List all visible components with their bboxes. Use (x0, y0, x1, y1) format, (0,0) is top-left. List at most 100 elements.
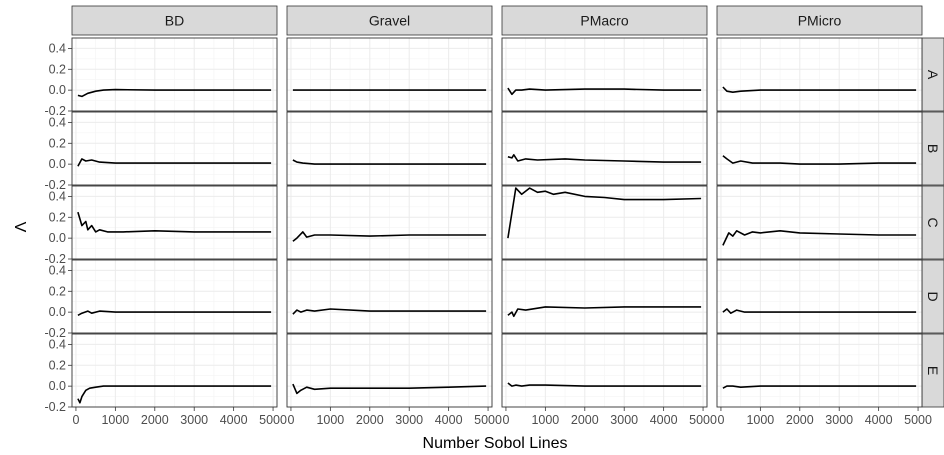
panel-border (286, 37, 493, 112)
x-tick-label: 2000 (571, 413, 599, 427)
series-line (507, 187, 702, 239)
y-tick-label: 0.0 (49, 83, 66, 97)
strip-label-pmacro: PMacro (580, 13, 628, 29)
series-line (292, 383, 487, 395)
strip-col-pmicro (716, 5, 923, 36)
x-tick-label: 3000 (395, 413, 423, 427)
strip-label-row-c: C (925, 217, 941, 227)
series-line (77, 385, 272, 404)
panel-a-gravel (286, 37, 493, 112)
y-tick-label: -0.2 (44, 104, 66, 118)
panel-a-bd (71, 37, 278, 112)
x-tick-label: 4000 (435, 413, 463, 427)
strip-label-bd: BD (165, 13, 184, 29)
strip-col-gravel (286, 5, 493, 36)
panel-border (716, 37, 923, 112)
x-tick-label: 0 (287, 413, 294, 427)
panel-a-pmacro (501, 37, 708, 112)
panel-a-pmicro (716, 37, 923, 112)
x-tick-label: 0 (717, 413, 724, 427)
y-tick-label: 0.2 (49, 62, 66, 76)
series-line (77, 310, 272, 317)
panel-border (501, 259, 708, 334)
series-line (722, 308, 917, 315)
y-tick-label: 0.2 (49, 284, 66, 298)
y-tick-label: 0.0 (49, 231, 66, 245)
panel-e-gravel (286, 333, 493, 408)
y-tick-label: 0.4 (49, 189, 66, 203)
y-tick-label: 0.4 (49, 41, 66, 55)
y-tick-label: -0.2 (44, 326, 66, 340)
x-tick-label: 2000 (786, 413, 814, 427)
panel-border (71, 259, 278, 334)
x-tick-label: 3000 (610, 413, 638, 427)
series-line (507, 154, 702, 163)
panel-d-pmicro (716, 259, 923, 334)
x-tick-label: 5000 (904, 413, 932, 427)
panel-border (716, 259, 923, 334)
strip-label-row-a: A (925, 70, 941, 80)
panel-e-pmicro (716, 333, 923, 408)
panel-border (716, 185, 923, 260)
panel-border (716, 333, 923, 408)
x-tick-label: 0 (502, 413, 509, 427)
panel-border (71, 37, 278, 112)
y-tick-label: 0.2 (49, 136, 66, 150)
panel-b-bd (71, 111, 278, 186)
strip-label-gravel: Gravel (369, 13, 410, 29)
x-tick-label: 3000 (180, 413, 208, 427)
panel-border (71, 111, 278, 186)
panel-border (501, 111, 708, 186)
chart-panels (71, 37, 923, 408)
series-line (292, 308, 487, 315)
y-tick-label: -0.2 (44, 252, 66, 266)
series-line (77, 211, 272, 233)
series-line (722, 385, 917, 389)
x-tick-label: 2000 (356, 413, 384, 427)
y-tick-label: 0.4 (49, 115, 66, 129)
series-line (722, 86, 917, 93)
strip-col-pmacro (501, 5, 708, 36)
x-tick-label: 3000 (825, 413, 853, 427)
series-line (292, 159, 487, 165)
strip-label-row-e: E (925, 366, 941, 375)
y-tick-label: 0.2 (49, 358, 66, 372)
panel-b-pmacro (501, 111, 708, 186)
panel-c-pmacro (501, 185, 708, 260)
y-tick-label: 0.0 (49, 157, 66, 171)
panel-d-gravel (286, 259, 493, 334)
series-line (77, 88, 272, 98)
panel-c-bd (71, 185, 278, 260)
y-tick-label: -0.2 (44, 400, 66, 414)
x-tick-label: 1000 (101, 413, 129, 427)
x-tick-label: 5000 (259, 413, 287, 427)
panel-b-gravel (286, 111, 493, 186)
panel-d-pmacro (501, 259, 708, 334)
panel-border (286, 333, 493, 408)
panel-e-bd (71, 333, 278, 408)
strip-label-row-d: D (925, 291, 941, 301)
series-line (292, 231, 487, 242)
x-axis-title: Number Sobol Lines (423, 435, 568, 452)
x-tick-label: 0 (72, 413, 79, 427)
panel-border (501, 37, 708, 112)
y-tick-label: 0.2 (49, 210, 66, 224)
y-axis-title: V (11, 222, 28, 233)
y-tick-label: 0.0 (49, 379, 66, 393)
panel-b-pmicro (716, 111, 923, 186)
series-line (507, 382, 702, 387)
y-tick-label: 0.4 (49, 337, 66, 351)
panel-border (71, 185, 278, 260)
panel-c-pmicro (716, 185, 923, 260)
panel-border (501, 185, 708, 260)
strip-label-row-b: B (925, 144, 941, 153)
x-tick-label: 1000 (531, 413, 559, 427)
x-tick-label: 1000 (746, 413, 774, 427)
panel-e-pmacro (501, 333, 708, 408)
series-line (507, 87, 702, 96)
panel-d-bd (71, 259, 278, 334)
x-tick-label: 4000 (220, 413, 248, 427)
y-tick-label: 0.4 (49, 263, 66, 277)
strip-label-pmicro: PMicro (798, 13, 842, 29)
